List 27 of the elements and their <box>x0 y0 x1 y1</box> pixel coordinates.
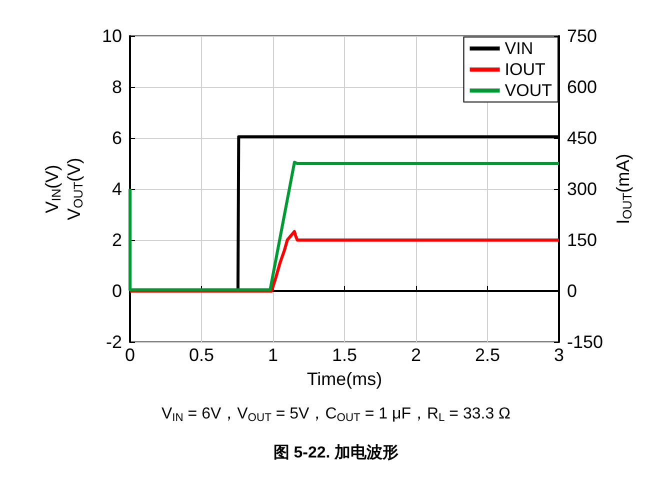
y2-tick-label: 450 <box>567 128 598 148</box>
y2-tick-label: -150 <box>567 332 604 352</box>
x-tick-label: 0 <box>124 345 136 365</box>
x-tick-label: 3 <box>554 345 564 365</box>
y-tick-label: 6 <box>112 128 122 148</box>
text: 图 5-22. 加电波形 <box>273 444 399 462</box>
y-tick-label: 0 <box>112 281 122 301</box>
x-tick-label: 0.5 <box>188 345 214 365</box>
y-tick-label: 2 <box>112 230 122 250</box>
x-tick-label: 1.5 <box>332 345 358 365</box>
x-tick-label: 2 <box>410 345 422 365</box>
legend-label: IOUT <box>504 60 546 79</box>
x-tick-label: 2.5 <box>474 345 500 365</box>
y-tick-label: 4 <box>112 179 122 199</box>
y2-axis-title: IOUT(mA) <box>612 154 634 224</box>
x-axis-title: Time(ms) <box>306 369 382 389</box>
y2-tick-label: 750 <box>567 26 598 46</box>
legend-label: VIN <box>504 39 534 58</box>
x-tick-label: 1 <box>268 345 278 365</box>
y2-tick-label: 0 <box>567 281 578 301</box>
y2-tick-label: 150 <box>567 230 598 250</box>
legend-label: VOUT <box>504 81 552 100</box>
y-tick-label: 10 <box>102 26 122 46</box>
y-tick-label: -2 <box>106 332 122 352</box>
y2-tick-label: 600 <box>567 77 598 97</box>
y2-tick-label: 300 <box>567 179 598 199</box>
y-tick-label: 8 <box>112 77 122 97</box>
